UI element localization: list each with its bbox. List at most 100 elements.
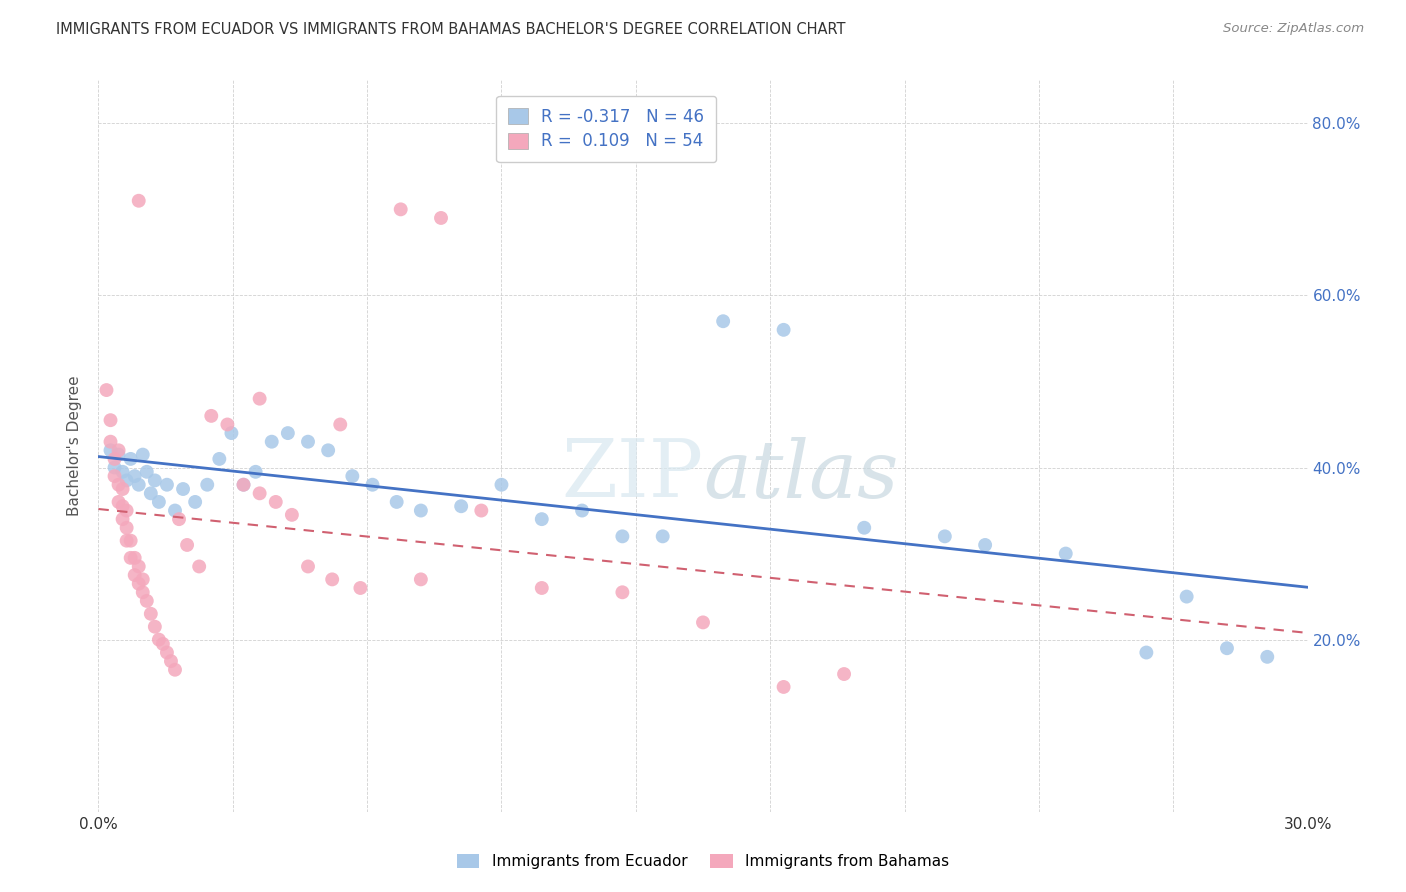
Point [277,426,299,441]
Point [1135,646,1157,660]
Point [128,477,150,491]
Point [120,550,142,565]
Point [221,426,243,441]
Point [132,448,155,462]
Point [115,474,138,488]
Point [111,482,134,496]
Point [260,434,283,449]
Point [530,581,553,595]
Point [389,202,412,217]
Point [107,448,129,462]
Point [111,512,134,526]
Point [1175,590,1198,604]
Point [103,469,125,483]
Point [188,559,211,574]
Point [132,585,155,599]
Point [143,620,166,634]
Point [832,667,855,681]
Point [450,500,472,514]
Point [342,469,364,483]
Point [651,529,673,543]
Point [115,521,138,535]
Point [124,469,146,483]
Point [711,314,734,328]
Point [297,434,319,449]
Point [103,451,125,466]
Point [156,477,179,491]
Point [430,211,453,225]
Point [107,495,129,509]
Point [232,477,254,491]
Point [135,594,157,608]
Point [96,383,118,397]
Point [409,573,432,587]
Point [245,465,267,479]
Point [409,503,432,517]
Point [530,512,553,526]
Point [163,503,186,517]
Point [974,538,997,552]
Point [385,495,408,509]
Point [321,573,343,587]
Point [148,495,170,509]
Text: Source: ZipAtlas.com: Source: ZipAtlas.com [1223,22,1364,36]
Point [148,632,170,647]
Point [115,533,138,548]
Point [100,443,122,458]
Point [107,443,129,458]
Point [200,409,222,423]
Point [156,646,179,660]
Legend: Immigrants from Ecuador, Immigrants from Bahamas: Immigrants from Ecuador, Immigrants from… [450,847,956,875]
Point [111,465,134,479]
Point [176,538,198,552]
Point [160,654,183,668]
Point [361,477,384,491]
Point [139,486,162,500]
Point [120,533,142,548]
Point [571,503,593,517]
Point [772,680,794,694]
Point [329,417,352,432]
Point [184,495,207,509]
Text: atlas: atlas [703,436,898,514]
Point [132,573,155,587]
Point [135,465,157,479]
Point [1054,547,1077,561]
Point [612,529,634,543]
Point [264,495,287,509]
Text: IMMIGRANTS FROM ECUADOR VS IMMIGRANTS FROM BAHAMAS BACHELOR'S DEGREE CORRELATION: IMMIGRANTS FROM ECUADOR VS IMMIGRANTS FR… [56,22,846,37]
Point [128,559,150,574]
Point [124,568,146,582]
Point [349,581,371,595]
Point [128,576,150,591]
Point [120,451,142,466]
Point [772,323,794,337]
Point [491,477,513,491]
Point [100,434,122,449]
Point [692,615,714,630]
Point [853,521,876,535]
Point [316,443,339,458]
Point [612,585,634,599]
Point [152,637,174,651]
Point [249,486,271,500]
Point [217,417,239,432]
Y-axis label: Bachelor's Degree: Bachelor's Degree [67,376,83,516]
Point [249,392,271,406]
Point [232,477,254,491]
Point [124,550,146,565]
Point [139,607,162,621]
Point [103,460,125,475]
Point [163,663,186,677]
Point [470,503,492,517]
Point [208,451,231,466]
Point [111,500,134,514]
Text: ZIP: ZIP [561,436,703,515]
Point [115,503,138,517]
Point [128,194,150,208]
Point [1216,641,1239,656]
Point [143,474,166,488]
Point [167,512,190,526]
Point [100,413,122,427]
Point [195,477,218,491]
